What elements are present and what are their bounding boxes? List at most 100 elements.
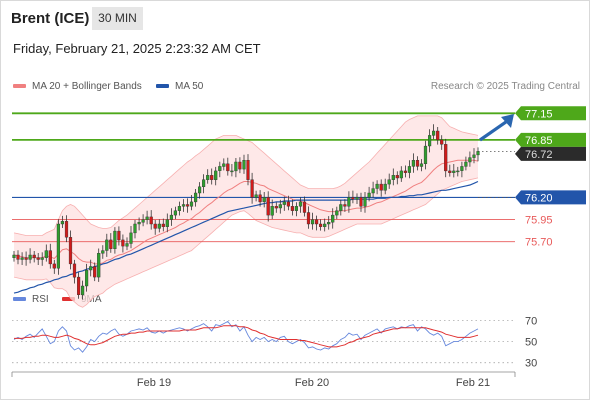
candle-body (97, 252, 101, 278)
candle-body (387, 179, 391, 185)
candle (375, 180, 379, 195)
candle-body (367, 192, 371, 198)
candle-body (24, 257, 28, 260)
chart-header: Brent (ICE) 30 MIN (0, 0, 590, 36)
candle (415, 156, 420, 171)
candle-body (226, 163, 230, 172)
candle-body (185, 204, 190, 207)
candle (419, 159, 424, 172)
legend-ma20[interactable]: MA 20 + Bollinger Bands (13, 81, 142, 92)
candle-body (28, 254, 32, 260)
candle (403, 165, 407, 178)
candle-body (113, 230, 117, 250)
candle (72, 259, 77, 284)
candle (145, 210, 149, 225)
rsi9-line (14, 325, 479, 348)
candle-body (48, 250, 52, 265)
forecast-arrow-head (501, 113, 514, 128)
candle (201, 174, 206, 194)
candle (343, 199, 347, 212)
legend-ma50[interactable]: MA 50 (156, 81, 203, 92)
level-label-76-85: 76.85 (515, 132, 586, 147)
candle-body (319, 223, 323, 227)
candle (444, 138, 448, 178)
candle-body (201, 179, 206, 187)
x-tick-feb-19: Feb 19 (137, 377, 171, 389)
candle (177, 201, 181, 216)
candle (468, 151, 472, 167)
candle (476, 147, 480, 162)
candle-body (423, 145, 428, 165)
candle (371, 181, 375, 198)
candle (117, 226, 121, 246)
level-label-75-70: 75.70 (525, 237, 553, 249)
candle (193, 189, 198, 207)
candle-body (125, 243, 129, 247)
candle-body (16, 254, 20, 260)
candle (254, 190, 258, 202)
candle (101, 245, 105, 259)
candle-body (395, 175, 399, 179)
candle (411, 153, 415, 173)
candle (97, 248, 101, 282)
candle (456, 166, 460, 177)
candle-body (452, 170, 456, 173)
rsi-line (13, 320, 479, 353)
candle (206, 169, 210, 184)
level-label-76-72-text: 76.72 (525, 149, 553, 161)
candle (125, 237, 129, 251)
candle (351, 190, 355, 204)
candle-body (270, 206, 274, 216)
legend-ma20-label: MA 20 + Bollinger Bands (32, 81, 142, 92)
candle (335, 206, 339, 220)
candle-body (44, 250, 48, 258)
candle-body (278, 204, 282, 209)
chart-datetime: Friday, February 21, 2025 2:23:32 AM CET (13, 41, 261, 56)
candle (472, 148, 476, 164)
candle-body (177, 206, 181, 211)
legend-rsi[interactable]: RSI (13, 294, 49, 305)
timeframe-selector[interactable]: 30 MIN (92, 7, 143, 30)
rsi-tick-30: 30 (525, 358, 537, 370)
candle (36, 253, 40, 265)
candle (306, 206, 311, 229)
candle-body (89, 266, 93, 271)
candle-body (242, 159, 246, 170)
candle-body (290, 206, 294, 211)
legend-ma50-label: MA 50 (175, 81, 204, 92)
candle (133, 220, 137, 239)
candle (141, 214, 145, 227)
candle-body (121, 239, 125, 247)
candle (319, 219, 323, 231)
candle-body (407, 166, 411, 173)
candle (218, 161, 222, 178)
candle (93, 262, 97, 282)
candle (294, 202, 298, 217)
candle (387, 173, 391, 189)
candle-body (311, 219, 315, 225)
candle-body (133, 223, 137, 234)
candle (266, 191, 270, 222)
candle (407, 160, 411, 179)
rsi-tick-70: 70 (525, 316, 537, 328)
candle (460, 161, 464, 178)
candle-body (206, 175, 210, 180)
candle-body (327, 221, 331, 225)
candle (238, 157, 242, 174)
candle-body (383, 183, 387, 191)
candle-body (375, 183, 379, 189)
candle (262, 192, 266, 208)
candle-body (169, 214, 173, 220)
candle (436, 127, 440, 145)
candle (76, 272, 81, 299)
candle-body (306, 212, 311, 225)
candle (84, 263, 89, 292)
candle (258, 190, 262, 207)
candle-body (254, 194, 258, 198)
candle (432, 124, 436, 140)
candle (12, 251, 16, 262)
candle-body (238, 161, 242, 170)
candle (40, 252, 44, 266)
candle-body (210, 175, 214, 180)
